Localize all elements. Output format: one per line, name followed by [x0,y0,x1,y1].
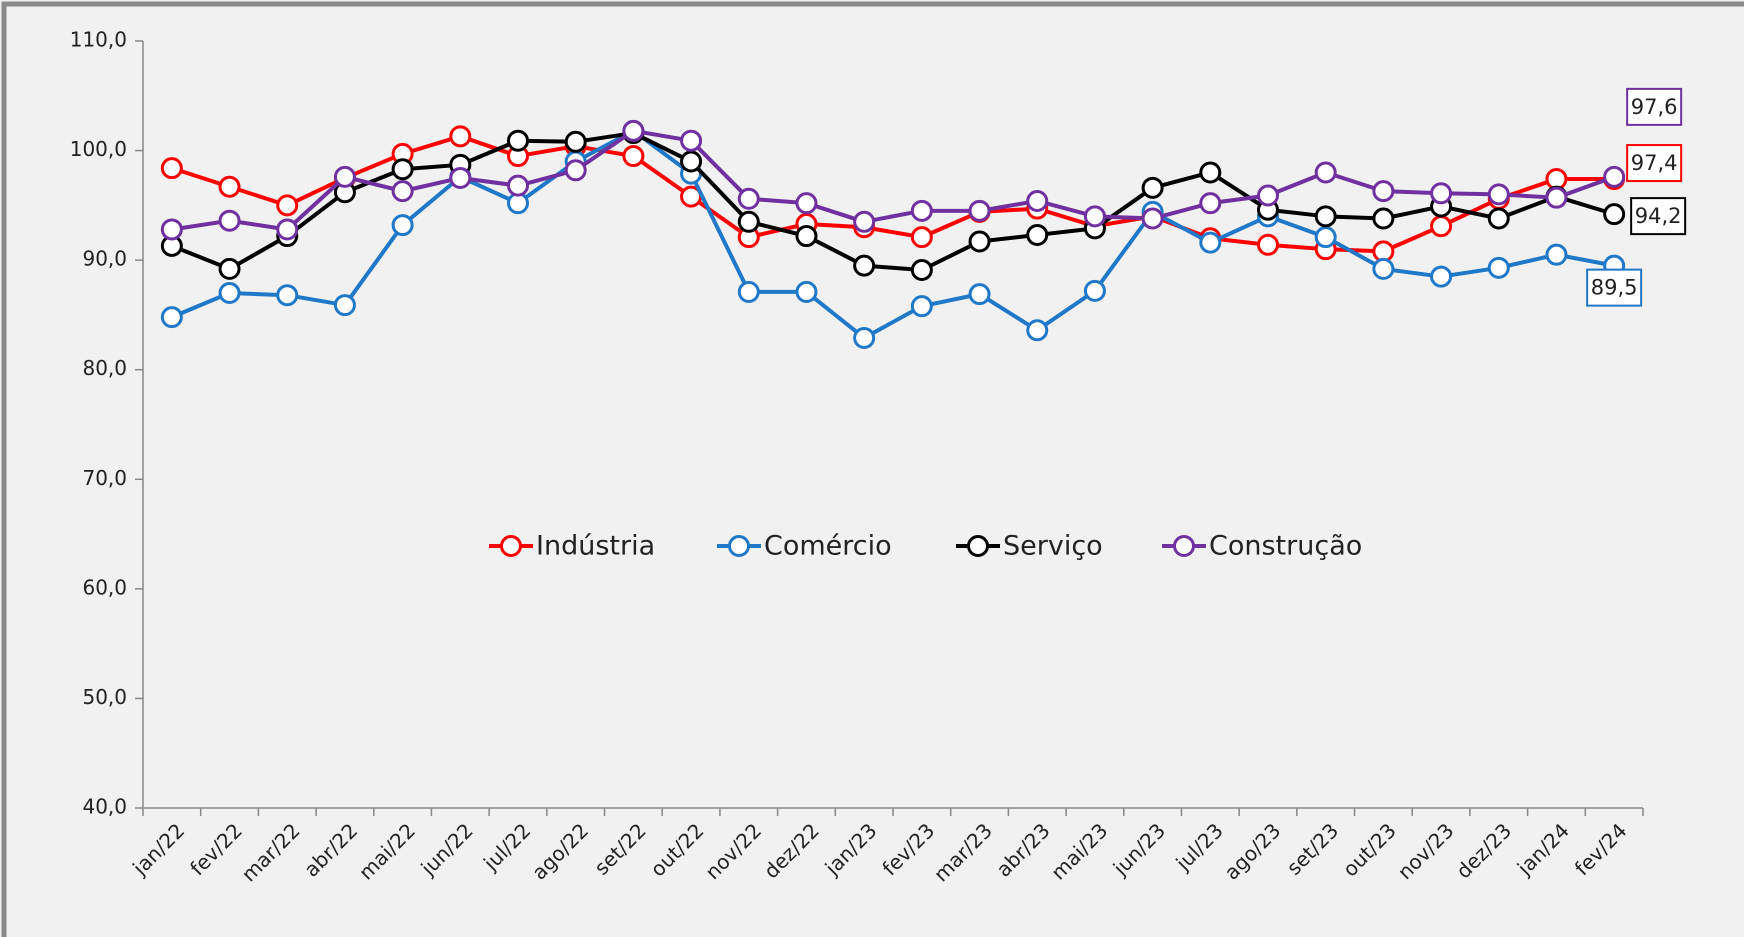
legend-marker [1173,535,1195,557]
marker [1257,184,1279,207]
marker [1487,256,1510,279]
marker [391,158,414,181]
marker [1372,180,1395,203]
marker [1545,243,1568,266]
marker [218,282,241,305]
marker [968,283,991,306]
marker [160,218,183,241]
marker [1026,223,1049,246]
value-label-box [1626,144,1683,183]
value-label-box [1586,268,1643,307]
y-tick-label: 80,0 [82,356,127,380]
marker [1603,165,1626,188]
marker [1026,189,1049,212]
y-tick-label: 70,0 [82,466,127,490]
marker [1545,186,1568,209]
marker [276,194,299,217]
marker [1603,203,1626,226]
marker [910,199,933,222]
marker [795,225,818,248]
marker [622,145,645,168]
value-label-box [1626,87,1683,126]
marker [1430,182,1453,205]
marker [218,175,241,198]
marker [564,130,587,153]
marker [680,150,703,173]
marker [680,129,703,152]
y-tick-label: 60,0 [82,575,127,599]
marker [1083,279,1106,302]
marker [737,280,760,303]
marker [1026,319,1049,342]
value-label: 97,6 [1631,95,1678,119]
marker [853,326,876,349]
legend-marker [500,535,522,557]
marker [449,166,472,189]
marker [795,192,818,215]
legend-label: Comércio [764,531,892,562]
marker [507,129,529,152]
value-label-box [1630,197,1687,236]
legend-marker [967,535,989,557]
legend-label: Serviço [1003,531,1103,562]
marker [391,214,414,237]
marker [1372,207,1395,230]
value-label: 94,2 [1635,204,1682,228]
y-tick-label: 50,0 [82,685,127,709]
marker [968,230,991,253]
marker [853,210,876,233]
marker [1487,207,1510,230]
marker [160,306,183,329]
marker [1141,176,1164,199]
marker [1083,205,1106,228]
marker [1257,233,1279,256]
marker [1487,183,1510,206]
y-tick-label: 40,0 [82,795,127,819]
marker [1141,207,1164,230]
marker [1314,205,1337,228]
y-tick-label: 100,0 [70,137,127,161]
y-tick-label: 90,0 [82,247,127,271]
marker [1314,226,1337,249]
marker [564,159,587,182]
marker [160,157,183,180]
marker [218,209,241,232]
marker [276,284,299,307]
marker [795,280,818,303]
marker [1372,257,1395,280]
marker [1430,215,1453,238]
marker [449,125,472,148]
legend-label: Construção [1209,531,1362,562]
marker [737,210,760,233]
marker [910,226,933,249]
marker [1430,265,1453,288]
value-label: 97,4 [1631,151,1678,175]
marker [1199,231,1222,254]
marker [910,295,933,318]
value-label: 89,5 [1591,276,1638,300]
marker [910,259,933,282]
marker [391,180,414,203]
legend-marker [728,535,750,557]
marker [1199,192,1222,215]
marker [276,218,299,241]
marker [622,119,645,142]
marker [333,294,356,317]
marker [218,257,241,280]
legend-label: Indústria [536,531,655,562]
y-tick-label: 110,0 [70,28,127,52]
marker [737,187,760,210]
marker [968,199,991,222]
marker [1314,161,1337,184]
marker [507,174,529,197]
marker [853,254,876,277]
marker [1199,161,1222,184]
marker [333,165,356,188]
